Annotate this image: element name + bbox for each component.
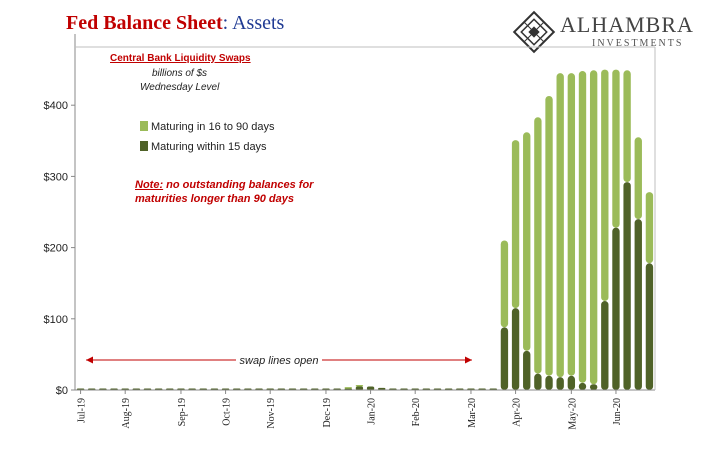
bar-16-to-90-days: [578, 71, 587, 383]
bars-group: [76, 69, 654, 390]
bar-16-to-90-days: [511, 140, 520, 309]
note-line1: no outstanding balances for: [163, 179, 314, 191]
x-tick-label: May-20: [567, 398, 578, 430]
bar-within-15-days: [500, 327, 509, 390]
bar-within-15-days: [623, 182, 631, 390]
bar-within-15-days: [634, 219, 642, 390]
bar-within-15-days: [589, 384, 598, 390]
bar-16-to-90-days: [556, 73, 564, 378]
chart-title: Fed Balance Sheet: Assets: [66, 12, 284, 35]
alhambra-logo: ALHAMBRA INVESTMENTS: [512, 10, 694, 58]
x-axis: Jul-19 Aug-19 Sep-19 Oct-19 Nov-19 Dec-19 Jan-…: [75, 389, 655, 430]
title-sub: : Assets: [222, 12, 285, 34]
bar-16-to-90-days: [645, 192, 654, 264]
logo-name: ALHAMBRA: [560, 12, 694, 37]
y-tick-label: $100: [44, 314, 68, 326]
legend-long: Maturing in 16 to 90 days: [140, 121, 275, 133]
x-tick-label: Mar-20: [467, 398, 478, 428]
x-tick-label: Aug-19: [121, 398, 132, 429]
bar-within-15-days: [545, 375, 553, 390]
bar-within-15-days: [645, 263, 654, 390]
frequency-caption: Wednesday Level: [140, 82, 220, 93]
arrowhead-right-icon: [465, 356, 472, 364]
swap-lines-annotation: swap lines open: [86, 355, 472, 367]
bar-16-to-90-days: [589, 70, 598, 385]
note-line2: maturities longer than 90 days: [135, 193, 294, 205]
note-lead: Note:: [135, 179, 164, 191]
bar-16-to-90-days: [601, 69, 609, 301]
bar-16-to-90-days: [355, 384, 364, 387]
bar-within-15-days: [578, 382, 587, 390]
x-tick-label: Jul-19: [77, 398, 88, 423]
x-tick-label: Apr-20: [512, 398, 523, 427]
units-caption: billions of $s: [152, 68, 208, 79]
bar-within-15-days: [366, 386, 375, 390]
x-tick-label: Dec-19: [322, 398, 333, 427]
x-tick-label: Oct-19: [222, 398, 233, 426]
bar-within-15-days: [612, 227, 620, 390]
bar-16-to-90-days: [612, 69, 620, 228]
bar-16-to-90-days: [523, 132, 531, 351]
bar-16-to-90-days: [500, 240, 509, 328]
bar-within-15-days: [378, 387, 386, 390]
y-axis: $0 $100 $200 $300 $400: [44, 34, 76, 397]
bar-16-to-90-days: [534, 117, 542, 374]
bar-16-to-90-days: [545, 95, 553, 376]
annotation-text: swap lines open: [240, 355, 319, 367]
logo-sub: INVESTMENTS: [592, 38, 684, 49]
bar-16-to-90-days: [623, 70, 631, 183]
bar-within-15-days: [355, 386, 364, 390]
x-tick-label: Jun-20: [612, 398, 623, 425]
bar-16-to-90-days: [634, 137, 642, 220]
legend-short-swatch: [140, 141, 148, 151]
arrowhead-left-icon: [86, 356, 93, 364]
title-main: Fed Balance Sheet: [66, 12, 223, 34]
diamond-logo-icon: [512, 10, 556, 54]
legend-long-label: Maturing in 16 to 90 days: [151, 121, 275, 133]
x-tick-label: Sep-19: [177, 398, 188, 426]
legend-short-label: Maturing within 15 days: [151, 141, 267, 153]
y-tick-label: $200: [44, 243, 68, 255]
x-tick-label: Jan-20: [367, 398, 378, 425]
y-tick-label: $300: [44, 171, 68, 183]
bar-within-15-days: [556, 377, 564, 390]
note-text: Note: no outstanding balances for maturi…: [135, 178, 313, 206]
bar-16-to-90-days: [344, 387, 352, 389]
series-caption: Central Bank Liquidity Swaps: [110, 53, 251, 64]
bar-16-to-90-days: [567, 73, 576, 376]
legend-short: Maturing within 15 days: [140, 141, 267, 153]
y-tick-label: $0: [56, 385, 68, 397]
legend-long-swatch: [140, 121, 148, 131]
x-tick-label: Nov-19: [266, 398, 277, 429]
bar-within-15-days: [511, 308, 520, 390]
y-tick-label: $400: [44, 100, 68, 112]
x-tick-label: Feb-20: [411, 398, 422, 426]
bar-within-15-days: [567, 375, 576, 390]
bar-within-15-days: [601, 301, 609, 390]
bar-within-15-days: [534, 373, 542, 390]
bar-within-15-days: [523, 350, 531, 390]
